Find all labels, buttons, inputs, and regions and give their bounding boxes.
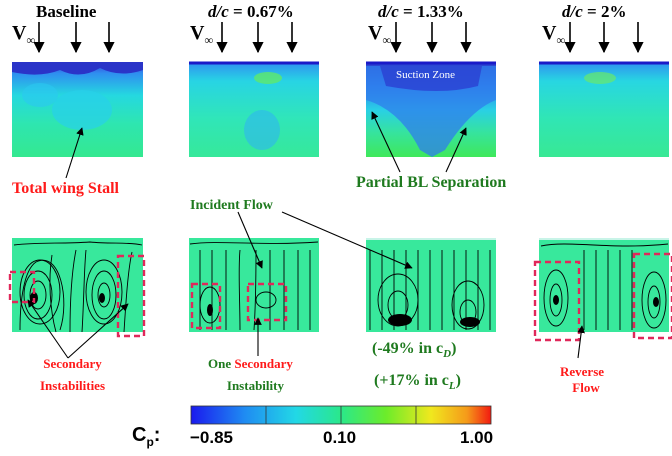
suction-zone-label: Suction Zone (396, 69, 455, 81)
header-baseline: Baseline (36, 2, 97, 21)
pressure-panel-d2 (539, 61, 669, 157)
colorbar-title: Cp: (132, 424, 161, 449)
header-d067-val: = 0.67% (228, 2, 294, 21)
colorbar (190, 405, 492, 425)
colorbar-mid-label: 0.10 (323, 428, 357, 447)
header-d2-val: = 2% (582, 2, 627, 21)
partial-bl-label: Partial BL Separation (356, 174, 507, 191)
header-d133-var: d/c (378, 2, 399, 21)
freestream-label-1: V∞ (12, 22, 36, 47)
secondary-instabilities-line1: Secondary (43, 356, 102, 371)
incident-flow-label: Incident Flow (190, 198, 273, 213)
streamline-panel-d2 (539, 238, 669, 332)
pressure-panel-d067 (189, 61, 319, 157)
one-secondary-label: One Secondary Instability (208, 356, 293, 394)
reverse-flow-label: Reverse Flow (560, 364, 604, 396)
one-secondary-line2: Instability (226, 378, 284, 393)
streamline-panel-baseline (12, 238, 143, 333)
secondary-instabilities-line2: Instabilities (40, 378, 106, 393)
freestream-label-2: V∞ (190, 22, 214, 47)
header-d067: d/c = 0.67% (208, 2, 294, 22)
header-d2: d/c = 2% (562, 2, 626, 22)
cd-change-label: (-49% in cD) (372, 340, 457, 361)
reverse-flow-line2: Flow (572, 380, 600, 395)
secondary-instabilities-label: Secondary Instabilities (40, 356, 105, 394)
header-d133-val: = 1.33% (398, 2, 464, 21)
instability-highlights (8, 252, 672, 342)
annotation-arrows (27, 111, 585, 359)
pressure-panel-d133 (366, 61, 496, 157)
freestream-arrows (33, 22, 644, 54)
reverse-flow-line1: Reverse (560, 364, 605, 379)
freestream-label-4: V∞ (542, 22, 566, 47)
total-stall-label: Total wing Stall (12, 180, 119, 197)
header-d067-var: d/c (208, 2, 229, 21)
freestream-label-3: V∞ (368, 22, 392, 47)
streamline-panel-d133 (366, 238, 496, 332)
colorbar-min-label: −0.85 (190, 428, 234, 447)
cl-change-label: (+17% in cL) (374, 372, 461, 393)
header-d2-var: d/c (562, 2, 583, 21)
header-d133: d/c = 1.33% (378, 2, 464, 22)
one-secondary-line1: One Secondary (208, 356, 293, 371)
colorbar-max-label: 1.00 (460, 428, 494, 447)
